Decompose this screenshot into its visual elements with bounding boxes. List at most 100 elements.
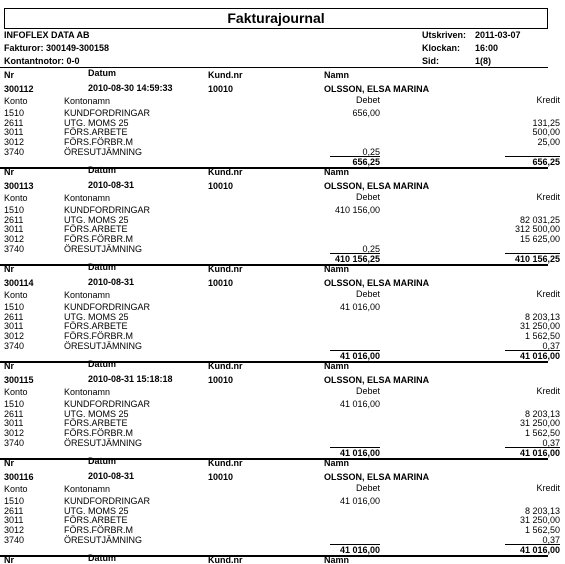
account: 2611 [4,505,24,516]
account: 1510 [4,108,25,118]
credit: 1 562,50 [524,525,560,536]
divider [0,457,548,460]
debit: 41 016,00 [339,399,380,409]
credit: 1 562,50 [524,428,560,439]
account-name: FÖRS.FÖRBR.M [64,525,133,536]
col-kundnr: Kund.nr [208,167,243,177]
account: 3011 [4,515,24,526]
divider [0,360,548,363]
account: 3740 [4,534,25,545]
col-datum: Datum [88,262,117,272]
credit: 31 250,00 [519,321,560,332]
col-namn: Namn [324,361,350,371]
customer-nr: 10010 [208,375,234,385]
account-name: FÖRS.FÖRBR.M [64,428,133,439]
col-kontonamn: Kontonamn [64,193,111,203]
invoice-date: 2010-08-30 14:59:33 [88,83,173,93]
invoice-date: 2010-08-31 [88,180,135,190]
account: 3011 [4,127,24,138]
account: 2611 [4,117,24,128]
credit: 8 203,13 [524,505,560,516]
divider [0,263,548,266]
account: 3740 [4,146,25,157]
total-credit: 41 016,00 [519,350,560,361]
col-datum: Datum [88,553,117,563]
col-konto: Konto [4,193,28,203]
account-name: FÖRS.ARBETE [64,418,128,429]
credit: 82 031,25 [519,214,560,225]
account: 3740 [4,437,25,448]
credit: 25,00 [537,137,560,148]
account-name: FÖRS.ARBETE [64,321,128,332]
col-namn: Namn [324,167,350,177]
col-kundnr: Kund.nr [208,458,243,468]
customer-name: OLSSON, ELSA MARINA [324,278,430,288]
col-kontonamn: Kontonamn [64,96,111,106]
col-datum: Datum [88,359,117,369]
customer-name: OLSSON, ELSA MARINA [324,375,430,385]
col-kontonamn: Kontonamn [64,387,111,397]
meta-label: Klockan: [422,43,461,53]
meta-label: Utskriven: [422,30,467,40]
invoice-date: 2010-08-31 [88,277,135,287]
total-credit: 41 016,00 [519,447,560,458]
col-kundnr: Kund.nr [208,555,243,564]
account-name: FÖRS.ARBETE [64,127,128,138]
col-konto: Konto [4,387,28,397]
customer-nr: 10010 [208,278,234,288]
total-debit: 41 016,00 [339,447,380,458]
col-kredit: Kredit [536,95,560,105]
col-kundnr: Kund.nr [208,70,243,80]
col-konto: Konto [4,484,28,494]
account: 1510 [4,205,25,215]
account-name: UTG. MOMS 25 [64,214,129,225]
account-name: KUNDFORDRINGAR [64,205,151,215]
divider [0,166,548,169]
customer-nr: 10010 [208,472,234,482]
account-name: FÖRS.FÖRBR.M [64,234,133,245]
account: 3012 [4,234,25,245]
total-debit: 41 016,00 [339,350,380,361]
account-name: UTG. MOMS 25 [64,505,129,516]
account-name: FÖRS.FÖRBR.M [64,331,133,342]
debit: 41 016,00 [339,302,380,312]
col-kredit: Kredit [536,289,560,299]
col-debet: Debet [355,95,380,105]
invoice-date: 2010-08-31 [88,471,135,481]
invoice-date: 2010-08-31 15:18:18 [88,374,173,384]
col-debet: Debet [355,192,380,202]
credit: 31 250,00 [519,418,560,429]
total-debit: 41 016,00 [339,544,380,555]
meta-value: 16:00 [475,43,499,53]
col-nr: Nr [4,458,15,468]
meta-value: 2011-03-07 [475,30,521,40]
account: 3011 [4,321,24,332]
total-credit: 41 016,00 [519,544,560,555]
credit: 1 562,50 [524,331,560,342]
col-debet: Debet [355,483,380,493]
invoice-nr: 300114 [4,278,34,288]
account: 3012 [4,428,25,439]
account: 3740 [4,243,25,254]
account: 1510 [4,496,25,506]
account-name: ÖRESUTJÄMNING [64,534,143,545]
invoice-nr: 300113 [4,181,34,191]
account-name: FÖRS.FÖRBR.M [64,137,133,148]
account: 3740 [4,340,25,351]
account-name: FÖRS.ARBETE [64,224,128,235]
col-kontonamn: Kontonamn [64,484,111,494]
invoice-nr: 300116 [4,472,34,482]
account: 2611 [4,311,24,322]
account: 1510 [4,302,25,312]
divider [505,349,560,351]
account-name: UTG. MOMS 25 [64,311,129,322]
col-kundnr: Kund.nr [208,361,243,371]
credit: 0,37 [542,437,560,448]
account-name: KUNDFORDRINGAR [64,496,151,506]
divider [505,543,560,545]
credit: 8 203,13 [524,408,560,419]
col-datum: Datum [88,165,117,175]
col-nr: Nr [4,70,15,80]
divider [330,155,380,157]
col-nr: Nr [4,264,15,274]
